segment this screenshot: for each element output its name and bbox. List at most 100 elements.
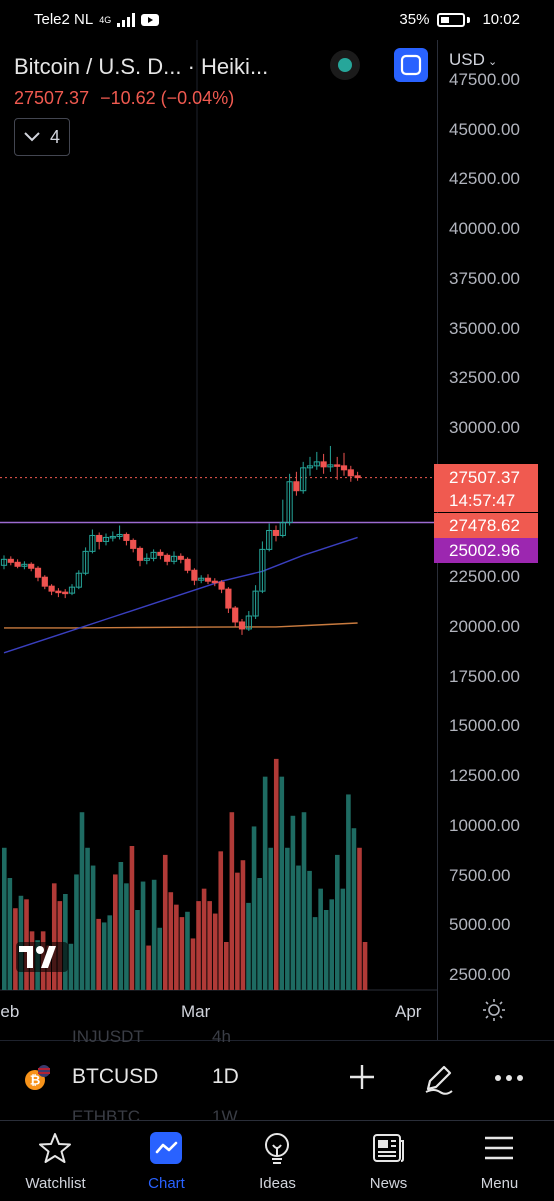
nav-news-label: News: [369, 1175, 408, 1192]
volume-bar: [257, 878, 262, 990]
chevron-down-icon: [24, 132, 40, 142]
settings-sun-icon[interactable]: [482, 998, 506, 1022]
volume-bar: [162, 854, 168, 990]
star-icon: [39, 1133, 71, 1163]
badge-price: 27507.37: [449, 468, 520, 487]
nav-watchlist[interactable]: Watchlist: [0, 1121, 111, 1201]
nav-ideas[interactable]: Ideas: [222, 1121, 333, 1201]
candle-body: [116, 533, 123, 537]
nav-menu[interactable]: Menu: [444, 1121, 554, 1201]
candle-body: [272, 529, 280, 536]
market-status-indicator[interactable]: [330, 50, 360, 80]
volume-bar: [179, 917, 185, 990]
volume-bar: [185, 911, 190, 990]
candle-body: [82, 550, 89, 574]
price-change-line: 27507.37 −10.62 (−0.04%): [14, 88, 234, 109]
price-tick-label: 17500.00: [449, 666, 520, 686]
volume-bar: [96, 918, 101, 990]
volume-bar: [224, 942, 229, 990]
candle-body: [191, 569, 198, 581]
ma-value-badge: 25002.96: [434, 538, 538, 563]
volume-bar: [301, 812, 307, 990]
ma-fast-line: [3, 536, 358, 654]
candle-body: [75, 572, 82, 588]
drawing-pen-icon[interactable]: [422, 1061, 456, 1095]
candle-body: [55, 590, 62, 594]
volume-bar: [107, 915, 113, 990]
fullscreen-button[interactable]: [394, 48, 428, 82]
nav-menu-label: Menu: [480, 1175, 519, 1192]
hamburger-icon: [485, 1136, 513, 1160]
volume-bar: [351, 828, 357, 990]
price-tick-label: 37500.00: [449, 268, 520, 288]
more-options-icon[interactable]: [494, 1074, 524, 1082]
candle-body: [21, 563, 28, 567]
nav-chart[interactable]: Chart: [111, 1121, 222, 1201]
volume-bar: [212, 913, 218, 990]
chart-header: Bitcoin / U.S. D... · Heiki... 27507.37 …: [0, 40, 554, 160]
candle-body: [204, 577, 212, 582]
nav-news[interactable]: News: [333, 1121, 444, 1201]
candle-body: [259, 548, 266, 592]
price-tick-label: 32500.00: [449, 368, 520, 388]
last-price: 27507.37: [14, 88, 90, 108]
volume-bar: [13, 908, 18, 990]
volume-bar: [74, 874, 79, 990]
candle-body: [279, 522, 286, 536]
volume-bar: [340, 888, 346, 990]
volume-bar: [51, 883, 57, 990]
volume-bar: [362, 942, 368, 990]
symbol-title[interactable]: Bitcoin / U.S. D... · Heiki...: [14, 54, 269, 79]
candle-body: [238, 621, 246, 630]
volume-bar: [129, 846, 135, 990]
candle-body: [143, 557, 150, 561]
price-tick-label: 2500.00: [449, 965, 511, 984]
candle-body: [28, 563, 35, 569]
candle-body: [232, 607, 239, 623]
volume-bar: [357, 847, 362, 990]
newspaper-icon: [373, 1134, 404, 1162]
volume-bar: [101, 922, 107, 990]
volume-bar: [262, 776, 268, 990]
candle-body: [109, 535, 116, 539]
volume-bar: [240, 860, 246, 990]
indicator-count: 4: [49, 126, 60, 147]
candle-body: [245, 615, 252, 630]
candle-body: [177, 555, 184, 560]
indicators-toggle[interactable]: 4: [14, 118, 70, 156]
nav-chart-label: Chart: [148, 1175, 185, 1192]
carrier-label: Tele2 NL: [34, 11, 94, 28]
ma-slow-line: [4, 622, 358, 629]
candle-body: [150, 551, 157, 559]
volume-bar: [2, 847, 7, 990]
last-price-badge: 27507.37 14:57:47: [434, 464, 538, 512]
candle-body: [102, 536, 110, 542]
volume-bar: [246, 902, 251, 990]
battery-percent: 35%: [399, 11, 430, 28]
candle-body: [300, 467, 307, 492]
tradingview-logo-icon: [16, 942, 68, 972]
plus-icon[interactable]: [346, 1061, 378, 1093]
level-badge: 27478.62: [434, 513, 538, 538]
volume-bar: [296, 865, 301, 990]
ghost-tf-above: 4h: [212, 1027, 231, 1046]
volume-bar: [68, 943, 74, 990]
symbol-bar: INJUSDT 4h ETHBTC 1W ₿ BTCUSD 1D: [0, 1027, 554, 1126]
network-label: 4G: [99, 14, 112, 25]
time-label-apr: Apr: [395, 1002, 422, 1021]
candle-body: [170, 555, 178, 562]
candle-body: [252, 590, 259, 617]
chart-icon: [150, 1132, 182, 1164]
price-tick-label: 30000.00: [449, 418, 520, 438]
candle-body: [293, 481, 300, 492]
symbol-ticker[interactable]: BTCUSD: [72, 1065, 159, 1088]
currency-selector[interactable]: USD ⌄: [449, 50, 528, 70]
volume-bar: [63, 894, 68, 990]
timeframe-selector[interactable]: 1D: [212, 1065, 239, 1088]
fullscreen-icon: [400, 54, 422, 76]
volume-bar: [140, 881, 146, 990]
volume-bar: [196, 901, 201, 990]
candle-body: [320, 461, 327, 468]
price-chart[interactable]: [0, 40, 554, 1040]
candle-body: [89, 534, 96, 552]
